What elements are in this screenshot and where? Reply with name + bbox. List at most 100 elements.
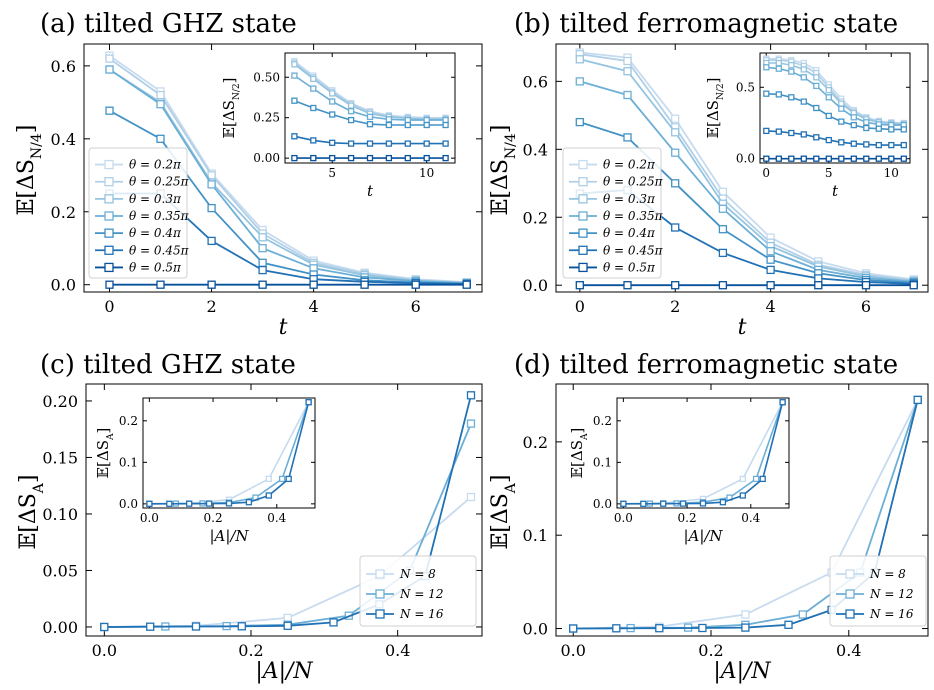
- panel-a-xlabel: t: [279, 315, 288, 340]
- panel-b-inset-axes-data-point: [863, 124, 870, 132]
- panel-a-axes-data-point: [258, 280, 267, 289]
- panel-a-inset-axes-data-point: [385, 116, 393, 123]
- panel-b-axes-data-point: [814, 281, 823, 290]
- panel-a-inset-axes-data-point: [310, 75, 317, 83]
- panel-b-inset-axes-data-point: [813, 155, 820, 162]
- panel-b-legend-swatch-marker: [578, 262, 588, 273]
- panel-d-axes-ytick-label: 0.2: [523, 433, 548, 452]
- panel-b-legend-swatch-marker: [578, 159, 588, 170]
- panel-a-inset-axes-data-point: [442, 121, 449, 129]
- panel-d-inset-axes-data-point: [752, 475, 760, 483]
- panel-b-axes: 0 2 4 6 0.0 0.2 0.4 0.6: [523, 43, 929, 316]
- panel-c-inset-axes-frame: [142, 397, 316, 509]
- panel-a-legend-swatch-marker: [104, 177, 114, 187]
- panel-b-inset-axes-data-point: [800, 98, 807, 105]
- panel-b-inset-axes: 0 5 10 0.0 0.5: [736, 52, 911, 180]
- panel-a-inset-axes-data-point: [310, 85, 317, 92]
- panel-a-inset-axes-data-point: [366, 154, 374, 162]
- panel-c-axes-data-point: [146, 622, 155, 631]
- panel-a-axes-data-point: [462, 280, 471, 289]
- panel-b-inset-axes-data-point: [775, 59, 782, 67]
- panel-a-axes-data-point: [207, 280, 216, 289]
- panel-a-inset-axes-data-point: [442, 140, 449, 147]
- panel-b-inset-axes-data-point: [875, 141, 882, 149]
- panel-a-axes-data-point: [411, 280, 420, 289]
- panel-a-inset-ylabel: 𝔼[ΔSN/2]: [220, 78, 242, 139]
- panel-b-title: (b) tilted ferromagnetic state: [514, 9, 898, 39]
- panel-a-inset-axes-xtick-label: 5: [328, 166, 336, 180]
- panel-b-inset-axes-data-point: [788, 61, 795, 69]
- panel-c-inset-axes-ytick-label: 0.2: [119, 414, 138, 428]
- panel-d-inset-axes-data-point: [640, 500, 647, 507]
- panel-d-axes-ytick-label: 0.0: [523, 620, 548, 639]
- panel-a-inset-labels: t 𝔼[ΔSN/2]: [220, 78, 374, 200]
- panel-b-axes-xtick-label: 6: [861, 297, 871, 316]
- panel-c-inset-axes-data-point: [146, 500, 153, 507]
- panel-d-legend-entry-label: N = 8: [869, 567, 906, 581]
- panel-a-inset-xlabel: t: [367, 182, 374, 200]
- panel-a-axes-data-point: [156, 280, 165, 289]
- panel-b-xlabel: t: [738, 315, 747, 340]
- panel-a-inset-axes-ytick-label: 0.25: [253, 111, 280, 125]
- panel-b-axes-xtick-label: 4: [766, 297, 776, 316]
- panel-d-legend-entry-label: N = 16: [869, 607, 914, 621]
- panel-d-legend-swatch-marker: [845, 569, 855, 579]
- panel-b-axes-series-line: [579, 58, 914, 282]
- panel-a-inset-axes-data-point: [347, 108, 355, 115]
- panel-b-legend-entry-label: θ = 0.5π: [603, 260, 656, 274]
- panel-a-inset-axes-data-point: [442, 116, 449, 124]
- panel-d-inset-axes-ytick-label: 0.1: [593, 455, 612, 469]
- panel-d-inset-axes-data-point: [660, 500, 667, 507]
- panel-c-inset-axes: 0.0 0.2 0.4 0.0 0.1 0.2: [119, 397, 316, 525]
- panel-b-inset-axes-data-point: [888, 126, 895, 133]
- panel-a-inset-axes-data-point: [329, 90, 336, 97]
- panel-b-inset-axes-data-point: [825, 86, 832, 94]
- panel-b-inset-axes-data-point: [850, 121, 857, 129]
- panel-b-axes-ytick-label: 0.4: [523, 140, 548, 159]
- panel-c-axes-ytick-label: 0.00: [42, 618, 78, 637]
- panel-c-inset-axes-data-point: [166, 500, 173, 507]
- panel-b-inset-axes-data-point: [900, 141, 907, 149]
- panel-a-inset-axes-frame: [284, 52, 456, 164]
- panel-c-axes-data-point: [466, 492, 476, 502]
- panel-a-inset-axes-data-point: [310, 137, 317, 144]
- panel-c-legend-swatch-marker: [375, 609, 385, 619]
- panel-b-inset-axes-data-point: [875, 125, 882, 132]
- panel-a-inset-axes-data-point: [385, 140, 393, 147]
- panel-b-inset-axes-data-point: [825, 136, 832, 144]
- panel-d-inset-axes-ytick-label: 0.0: [593, 497, 612, 511]
- panel-c-inset-axes-xtick-label: 0.4: [267, 511, 286, 525]
- panel-d-inset-axes-data-point: [739, 492, 746, 499]
- panel-b-axes-data-point: [575, 55, 584, 64]
- panel-b-axes-data-point: [718, 248, 728, 258]
- panel-a-inset-axes-data-point: [347, 154, 355, 162]
- panel-b-axes-series-line: [579, 80, 914, 283]
- panel-c-inset-axes-data-point: [285, 475, 292, 483]
- panel-a-legend-entry-label: θ = 0.3π: [129, 192, 182, 206]
- panel-b-axes-data-point: [861, 281, 871, 290]
- panel-b-axes-data-point: [671, 281, 680, 290]
- panel-b-inset-axes-data-point: [838, 100, 845, 107]
- panel-a-inset-axes-data-point: [329, 154, 336, 162]
- panel-a-inset-axes-data-point: [291, 154, 298, 162]
- panel-a-legend-entry-label: θ = 0.4π: [129, 226, 182, 240]
- panel-b-inset-labels: t 𝔼[ΔSN/2]: [704, 78, 839, 200]
- panel-d-legend: N = 8 N = 12 N = 16: [829, 555, 927, 627]
- panel-b-legend-swatch-marker: [578, 194, 588, 204]
- panel-b-axes-data-point: [575, 281, 584, 290]
- panel-d-inset-axes-data-point: [699, 500, 707, 507]
- panel-b-labels: t 𝔼[ΔSN/4]: [488, 125, 747, 340]
- panel-b-inset-axes-data-point: [900, 126, 907, 133]
- panel-b-axes-ytick-label: 0.2: [523, 208, 548, 227]
- panel-a-axes-data-point: [105, 65, 114, 74]
- panel-d-inset-axes: 0.0 0.2 0.4 0.0 0.1 0.2: [593, 397, 790, 525]
- panel-b-axes-data-point: [623, 281, 632, 290]
- panel-c-inset-axes-data-point: [265, 475, 272, 483]
- panel-b-legend-swatch-marker: [578, 211, 588, 221]
- panel-d-legend-entry-label: N = 12: [869, 587, 913, 601]
- panel-c-inset-axes-xtick-label: 0.0: [140, 511, 159, 525]
- panel-a-axes-data-point: [258, 258, 267, 267]
- panel-b-axes-ytick-label: 0.6: [523, 72, 548, 91]
- panel-d-axes-frame: [555, 383, 929, 637]
- panel-c-axes-data-point: [100, 622, 109, 632]
